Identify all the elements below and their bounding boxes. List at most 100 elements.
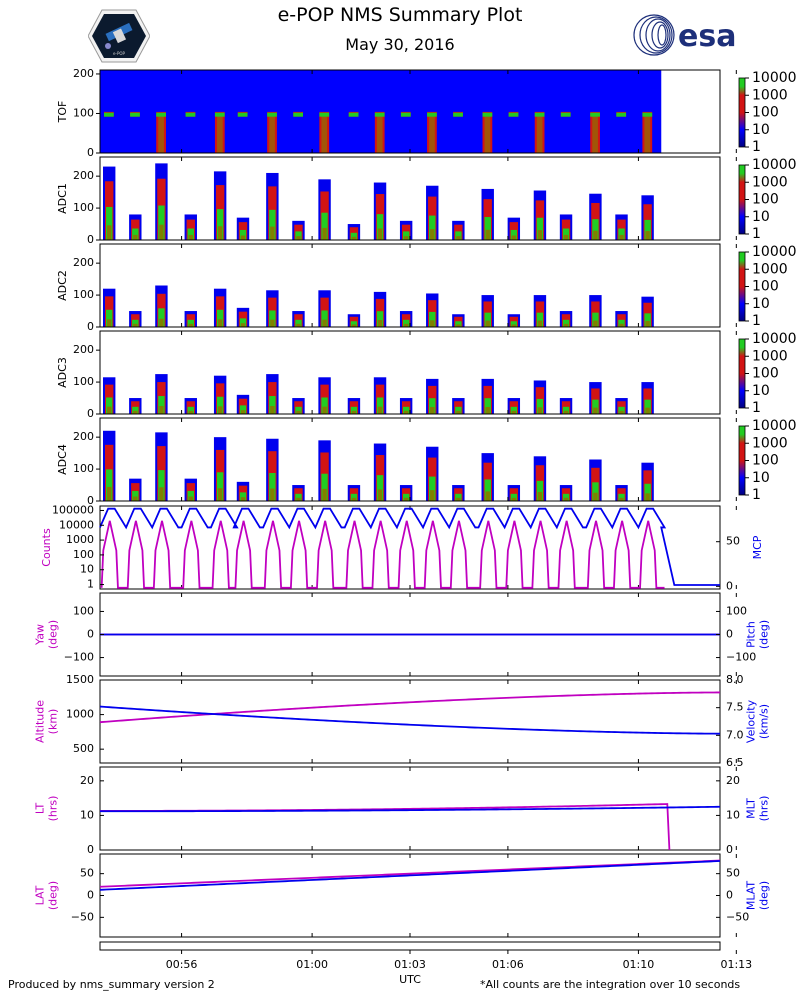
adc-burst-core <box>455 231 462 240</box>
adc-burst-core <box>402 406 410 414</box>
adc-burst-base <box>270 488 275 501</box>
tof-burst-core <box>484 115 491 153</box>
spectrogram-adc3 <box>103 374 654 414</box>
lt-mlt-left-tick-label: 20 <box>80 774 94 787</box>
adc-burst-base <box>351 236 357 240</box>
adc-burst-base <box>322 319 327 327</box>
adc-burst-core <box>106 469 113 501</box>
adc-burst-core <box>321 212 328 240</box>
yaw-pitch-right-label: Pitch(deg) <box>745 620 771 649</box>
colorbar-label: 100 <box>752 366 779 382</box>
adc-burst-base <box>485 229 490 240</box>
adc-burst-core <box>321 473 328 501</box>
tof-burst-core <box>376 115 383 153</box>
adc-burst-base <box>270 319 275 327</box>
adc-burst-base <box>351 324 357 327</box>
adc-burst-base <box>133 234 138 240</box>
colorbar-adc3 <box>738 338 746 409</box>
tof-y-tick-label: 0 <box>87 146 94 159</box>
colorbar-label: 1 <box>752 487 761 503</box>
colorbar-adc4 <box>738 425 746 496</box>
adc-burst-base <box>511 497 517 501</box>
tof-band-peak <box>453 112 463 117</box>
adc-burst-base <box>322 227 327 240</box>
adc-burst-base <box>240 235 246 240</box>
mcp-line <box>99 507 720 586</box>
adc3-ylabel-line: ADC3 <box>56 357 69 388</box>
adc-burst-core <box>187 490 194 501</box>
lat-mlat-right-tick-label: 50 <box>726 867 740 880</box>
adc-burst-base <box>456 324 461 327</box>
adc-burst-core <box>350 493 358 501</box>
altitude-velocity-right-tick-label: 6.5 <box>726 756 744 769</box>
spectrogram-adc1 <box>103 163 654 240</box>
adc1-y-tick-label: 200 <box>73 169 94 182</box>
adc-burst-base <box>403 236 409 240</box>
colorbar-label: 100 <box>752 192 779 208</box>
tof-y-tick-label: 100 <box>73 106 94 119</box>
yaw-pitch-right-tick-label: 0 <box>726 628 733 641</box>
adc-burst-core <box>644 399 651 414</box>
lt-mlt-right-label: MLT(hrs) <box>745 796 771 822</box>
adc-burst-core <box>644 219 651 240</box>
adc-burst-base <box>645 231 650 240</box>
counts-mcp-left-tick-label: 1 <box>87 578 94 591</box>
adc-burst-core <box>106 309 113 327</box>
colorbar-label: 1000 <box>752 435 788 451</box>
yaw-pitch-left-label: Yaw(deg) <box>34 620 60 649</box>
adc-burst-base <box>377 319 383 327</box>
adc-burst-core <box>455 406 462 414</box>
colorbar-label: 1000 <box>752 174 788 190</box>
lt-mlt-right-tick-label: 20 <box>726 774 740 787</box>
lt-mlt-left-tick-label: 10 <box>80 808 94 821</box>
adc-burst-base <box>159 487 164 501</box>
time-axis-tick-label: 00:56 <box>166 958 198 971</box>
adc-burst-base <box>296 410 301 414</box>
adc4-ylabel-line: ADC4 <box>56 444 69 475</box>
altitude-velocity-left-tick-label: 1000 <box>66 708 94 721</box>
altitude-velocity-right-label-line: Velocity <box>745 699 758 743</box>
adc2-ylabel-line: ADC2 <box>56 270 69 301</box>
altitude-velocity-left-label-line: Altitude <box>34 700 47 743</box>
tof-band-peak <box>104 112 114 117</box>
colorbar-label: 1 <box>752 313 761 329</box>
altitude-velocity-right-tick-label: 7.5 <box>726 701 744 714</box>
altitude-velocity-left-tick-label: 500 <box>73 742 94 755</box>
adc-burst-base <box>377 406 383 414</box>
adc-burst-core <box>269 209 276 240</box>
lat-mlat-left-label: LAT(deg) <box>34 881 60 910</box>
mlat-line <box>99 860 721 891</box>
tof-band-peak <box>427 112 437 117</box>
adc-burst-core <box>187 319 194 327</box>
adc-burst-core <box>536 480 544 501</box>
yaw-pitch-left-label-line: Yaw <box>34 624 47 646</box>
adc-burst-base <box>430 490 435 501</box>
adc-burst-core <box>618 228 625 240</box>
adc-burst-base <box>456 236 461 240</box>
counts-mcp-right-label-line: MCP <box>751 535 764 559</box>
adc-burst-base <box>240 410 246 414</box>
adc1-ylabel-line: ADC1 <box>56 183 69 214</box>
adc4-y-tick-label: 0 <box>87 494 94 507</box>
adc4-ylabel: ADC4 <box>56 444 69 475</box>
adc-burst-core <box>484 479 491 501</box>
adc-burst-core <box>562 406 570 414</box>
plot-date: May 30, 2016 <box>345 35 455 54</box>
adc-burst-core <box>321 310 328 327</box>
colorbar-label: 10000 <box>752 331 797 347</box>
tof-ylabel-line: TOF <box>56 101 69 124</box>
tof-ylabel: TOF <box>56 101 69 124</box>
adc-burst-base <box>351 410 357 414</box>
lt-mlt-left-label-line: (hrs) <box>47 796 60 822</box>
time-axis-tick-label: 01:00 <box>296 958 328 971</box>
lt-mlt-right-label-line: MLT <box>745 798 758 819</box>
tof-burst-core <box>321 115 328 153</box>
adc-burst-core <box>216 309 224 327</box>
adc-burst-core <box>402 231 410 240</box>
adc-burst-base <box>456 497 461 501</box>
yaw-pitch-left-label-line: (deg) <box>47 620 60 649</box>
adc-burst-base <box>485 320 490 327</box>
colorbar-adc1 <box>738 164 746 235</box>
adc-burst-core <box>132 228 139 240</box>
counts-mcp-right-tick-label: 0 <box>726 579 733 592</box>
